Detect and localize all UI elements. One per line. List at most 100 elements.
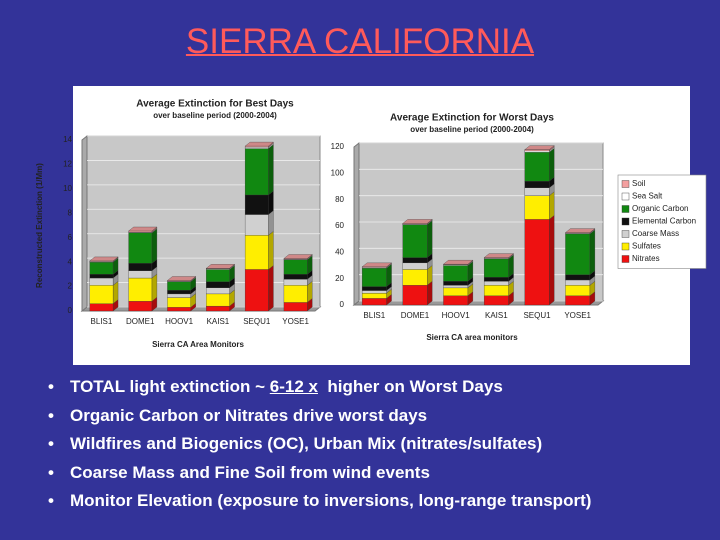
bullet-text: Coarse Mass and Fine Soil from wind even… xyxy=(70,462,430,482)
bar-segment xyxy=(483,295,509,306)
bar-segment xyxy=(244,147,269,149)
legend-swatch xyxy=(621,205,630,213)
x-tick-label: DOME1 xyxy=(126,317,155,326)
bar-side xyxy=(549,191,555,220)
bullet: TOTAL light extinction ~ 6-12 x higher o… xyxy=(48,373,591,402)
bar-segment xyxy=(361,290,387,294)
bar-segment xyxy=(128,301,153,312)
chart-title: Average Extinction for Worst Days xyxy=(390,113,554,124)
x-tick-label: SEQU1 xyxy=(243,317,271,326)
bar-segment xyxy=(89,303,114,312)
y-tick-label: 12 xyxy=(63,160,72,169)
bar-segment xyxy=(244,194,269,215)
y-tick-label: 100 xyxy=(331,168,345,177)
x-tick-label: YOSE1 xyxy=(282,317,309,326)
bar-top xyxy=(167,276,197,281)
legend-label: Sea Salt xyxy=(632,192,663,201)
bar-segment xyxy=(483,258,509,278)
y-tick-label: 120 xyxy=(331,142,345,151)
bar-segment xyxy=(565,279,591,286)
bullet-text: TOTAL light extinction ~ xyxy=(70,377,270,396)
legend-swatch xyxy=(621,180,630,188)
y-tick-label: 8 xyxy=(68,208,73,217)
bar-side xyxy=(549,147,555,182)
bar-segment xyxy=(402,224,428,258)
bar-segment xyxy=(565,233,591,275)
bar-segment xyxy=(206,287,230,295)
bar-segment xyxy=(206,305,230,312)
bar-segment xyxy=(402,257,428,264)
bar-segment xyxy=(361,267,387,287)
bar-segment xyxy=(443,265,469,282)
bar-segment xyxy=(443,285,469,289)
bar-segment xyxy=(128,263,153,271)
bar-top xyxy=(402,219,433,224)
bar-segment xyxy=(443,287,469,296)
bar-segment xyxy=(128,277,153,302)
y-tick-label: 80 xyxy=(335,195,344,204)
legend-label: Elemental Carbon xyxy=(632,217,696,226)
plot-wall xyxy=(353,141,360,307)
y-tick-label: 0 xyxy=(68,306,73,315)
bar-top xyxy=(483,253,514,258)
x-tick-label: DOME1 xyxy=(401,311,430,320)
bar-side xyxy=(427,220,433,258)
bar-segment xyxy=(402,285,428,306)
bar-segment xyxy=(524,152,550,182)
y-axis-title: Reconstructed Extinction (1/Mm) xyxy=(35,163,44,288)
bar-side xyxy=(151,273,158,302)
bar-segment xyxy=(443,281,469,286)
bar-segment xyxy=(524,219,550,306)
bar-top xyxy=(361,262,392,267)
bar-segment xyxy=(524,149,550,152)
bullet-text: higher on Worst Days xyxy=(317,377,503,396)
y-tick-label: 60 xyxy=(335,221,344,230)
legend-label: Nitrates xyxy=(632,254,660,263)
bar-segment xyxy=(524,195,550,220)
legend-swatch xyxy=(621,242,630,251)
bullet-text: 6-12 x xyxy=(269,377,318,396)
bar-segment xyxy=(524,150,550,153)
legend-box xyxy=(617,174,707,269)
chart-subtitle: over baseline period (2000-2004) xyxy=(153,111,277,120)
x-tick-label: HOOV1 xyxy=(442,311,471,320)
y-tick-label: 6 xyxy=(68,233,73,242)
y-tick-label: 4 xyxy=(68,257,73,266)
y-tick-label: 14 xyxy=(63,135,72,144)
y-tick-label: 10 xyxy=(63,184,72,193)
chart-title: Average Extinction for Best Days xyxy=(136,99,294,110)
x-tick-label: BLIS1 xyxy=(91,317,113,326)
x-tick-label: HOOV1 xyxy=(165,317,194,326)
legend-swatch xyxy=(621,230,630,238)
x-axis-title: Sierra CA Area Monitors xyxy=(152,340,244,349)
bar-segment xyxy=(128,270,153,279)
bar-side xyxy=(268,230,274,270)
bullet-text: Wildfires and Biogenics (OC), Urban Mix … xyxy=(70,434,543,453)
bar-segment xyxy=(244,148,269,196)
bar-segment xyxy=(167,290,191,295)
bar-top xyxy=(524,145,555,150)
x-tick-label: SEQU1 xyxy=(523,311,551,320)
bar-side xyxy=(268,210,274,236)
bar-segment xyxy=(89,274,114,279)
bar-segment xyxy=(167,293,191,298)
legend-label: Soil xyxy=(632,179,646,188)
bar-segment xyxy=(283,279,308,286)
y-tick-label: 20 xyxy=(335,274,344,283)
bar-side xyxy=(589,229,596,276)
slide-title: SIERRA CALIFORNIA xyxy=(185,22,535,61)
bullet: Coarse Mass and Fine Soil from wind even… xyxy=(48,459,591,488)
x-tick-label: KAIS1 xyxy=(207,317,230,326)
x-tick-label: BLIS1 xyxy=(363,311,385,320)
bar-segment xyxy=(483,285,509,296)
plot-wall xyxy=(81,134,88,313)
bar-segment xyxy=(283,274,308,280)
bar-segment xyxy=(565,274,591,281)
bar-segment xyxy=(244,235,269,270)
y-tick-label: 40 xyxy=(335,247,344,256)
bar-segment xyxy=(361,286,387,291)
bar-top xyxy=(89,256,119,262)
bullet: Organic Carbon or Nitrates drive worst d… xyxy=(48,402,591,431)
